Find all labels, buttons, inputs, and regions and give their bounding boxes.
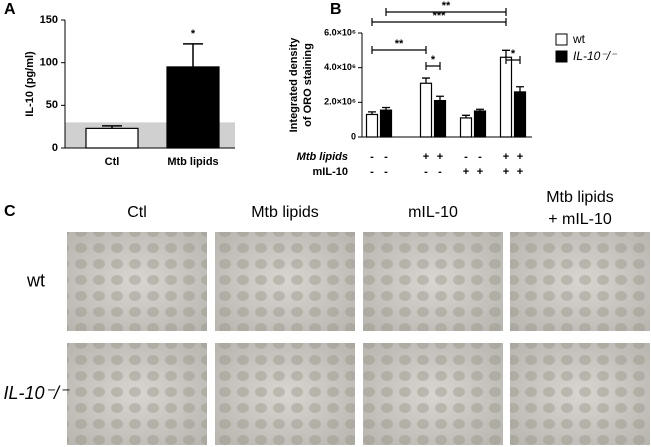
error-bar [462,114,470,118]
treatment-mark: + [503,166,509,178]
error-bar [102,125,122,129]
error-bar [382,106,390,111]
bar [513,91,527,138]
error-bar [516,86,524,92]
bar [379,109,393,138]
bracket [385,8,507,16]
panel-letter: C [4,203,16,220]
bar [459,117,473,138]
treatment-mark: - [370,166,374,178]
panel-letter: B [330,1,342,18]
y-tick-label: 50 [46,99,58,111]
treatment-mark: + [517,151,523,163]
error-bar [476,108,484,111]
y-tick-label: 2.0×10⁶ [324,97,356,107]
x-tick-label: Ctl [105,156,120,168]
micrograph-cells [510,232,650,331]
y-tick-label: 100 [40,57,58,69]
column-label: mIL-10 [408,204,458,221]
significance: * [511,48,516,60]
bracket [505,56,521,64]
y-tick-label: 6.0×10⁶ [324,27,356,37]
treatment-mark: - [370,151,374,163]
bar [499,56,513,138]
y-axis-label: IL-10 (pg/ml) [24,51,36,117]
error-bar [422,77,430,84]
y-tick-label: 150 [40,14,58,26]
error-bar [436,95,444,101]
treatment-mark: - [384,151,388,163]
treatment-mark: + [423,151,429,163]
x-tick-label: Mtb lipids [167,156,218,168]
bar [433,99,447,138]
panel-letter: A [4,1,16,18]
micrograph-cells [67,343,207,445]
column-label: + mIL-10 [548,211,612,228]
treatment-mark: + [503,151,509,163]
bar [85,127,139,149]
treatment-mark: + [477,166,483,178]
treatment-mark: - [424,166,428,178]
significance: ** [395,38,404,50]
bracket [425,62,441,70]
treatment-mark: - [438,166,442,178]
bar [473,110,487,138]
significance: * [191,28,196,40]
micrograph-cells [215,343,355,445]
column-label: Mtb lipids [251,204,319,221]
bar [166,66,220,149]
treatment-mark: + [517,166,523,178]
column-label: Ctl [127,204,147,221]
significance: *** [433,10,447,22]
treatment-label: mIL-10 [313,166,348,178]
legend-label: wt [572,32,586,46]
treatment-mark: - [464,151,468,163]
y-tick-label: 0 [52,142,58,154]
row-label: IL-10⁻/⁻ [3,383,70,403]
row-label: wt [26,270,45,290]
error-bar [183,43,203,67]
error-bar [368,111,376,115]
treatment-label: Mtb lipids [297,151,348,163]
treatment-mark: + [437,151,443,163]
y-axis-label: of ORO staining [302,43,314,127]
y-tick-label: 4.0×10⁶ [324,62,356,72]
bar [365,113,379,138]
significance: ** [442,0,451,12]
micrograph-cells [510,343,650,445]
bar [419,82,433,138]
y-tick-label: 0 [351,131,356,141]
micrograph-cells [215,232,355,331]
legend-swatch [555,33,568,46]
column-label: Mtb lipids [546,189,614,206]
legend-label: IL-10⁻/⁻ [573,49,618,63]
bracket [371,46,427,54]
y-axis-label: Integrated density [288,37,300,133]
legend-swatch [555,50,568,63]
bracket [371,18,507,26]
micrograph-cells [363,232,503,331]
treatment-mark: - [384,166,388,178]
micrograph-cells [67,232,207,331]
significance: * [431,54,436,66]
treatment-mark: + [463,166,469,178]
treatment-mark: - [478,151,482,163]
micrograph-cells [363,343,503,445]
